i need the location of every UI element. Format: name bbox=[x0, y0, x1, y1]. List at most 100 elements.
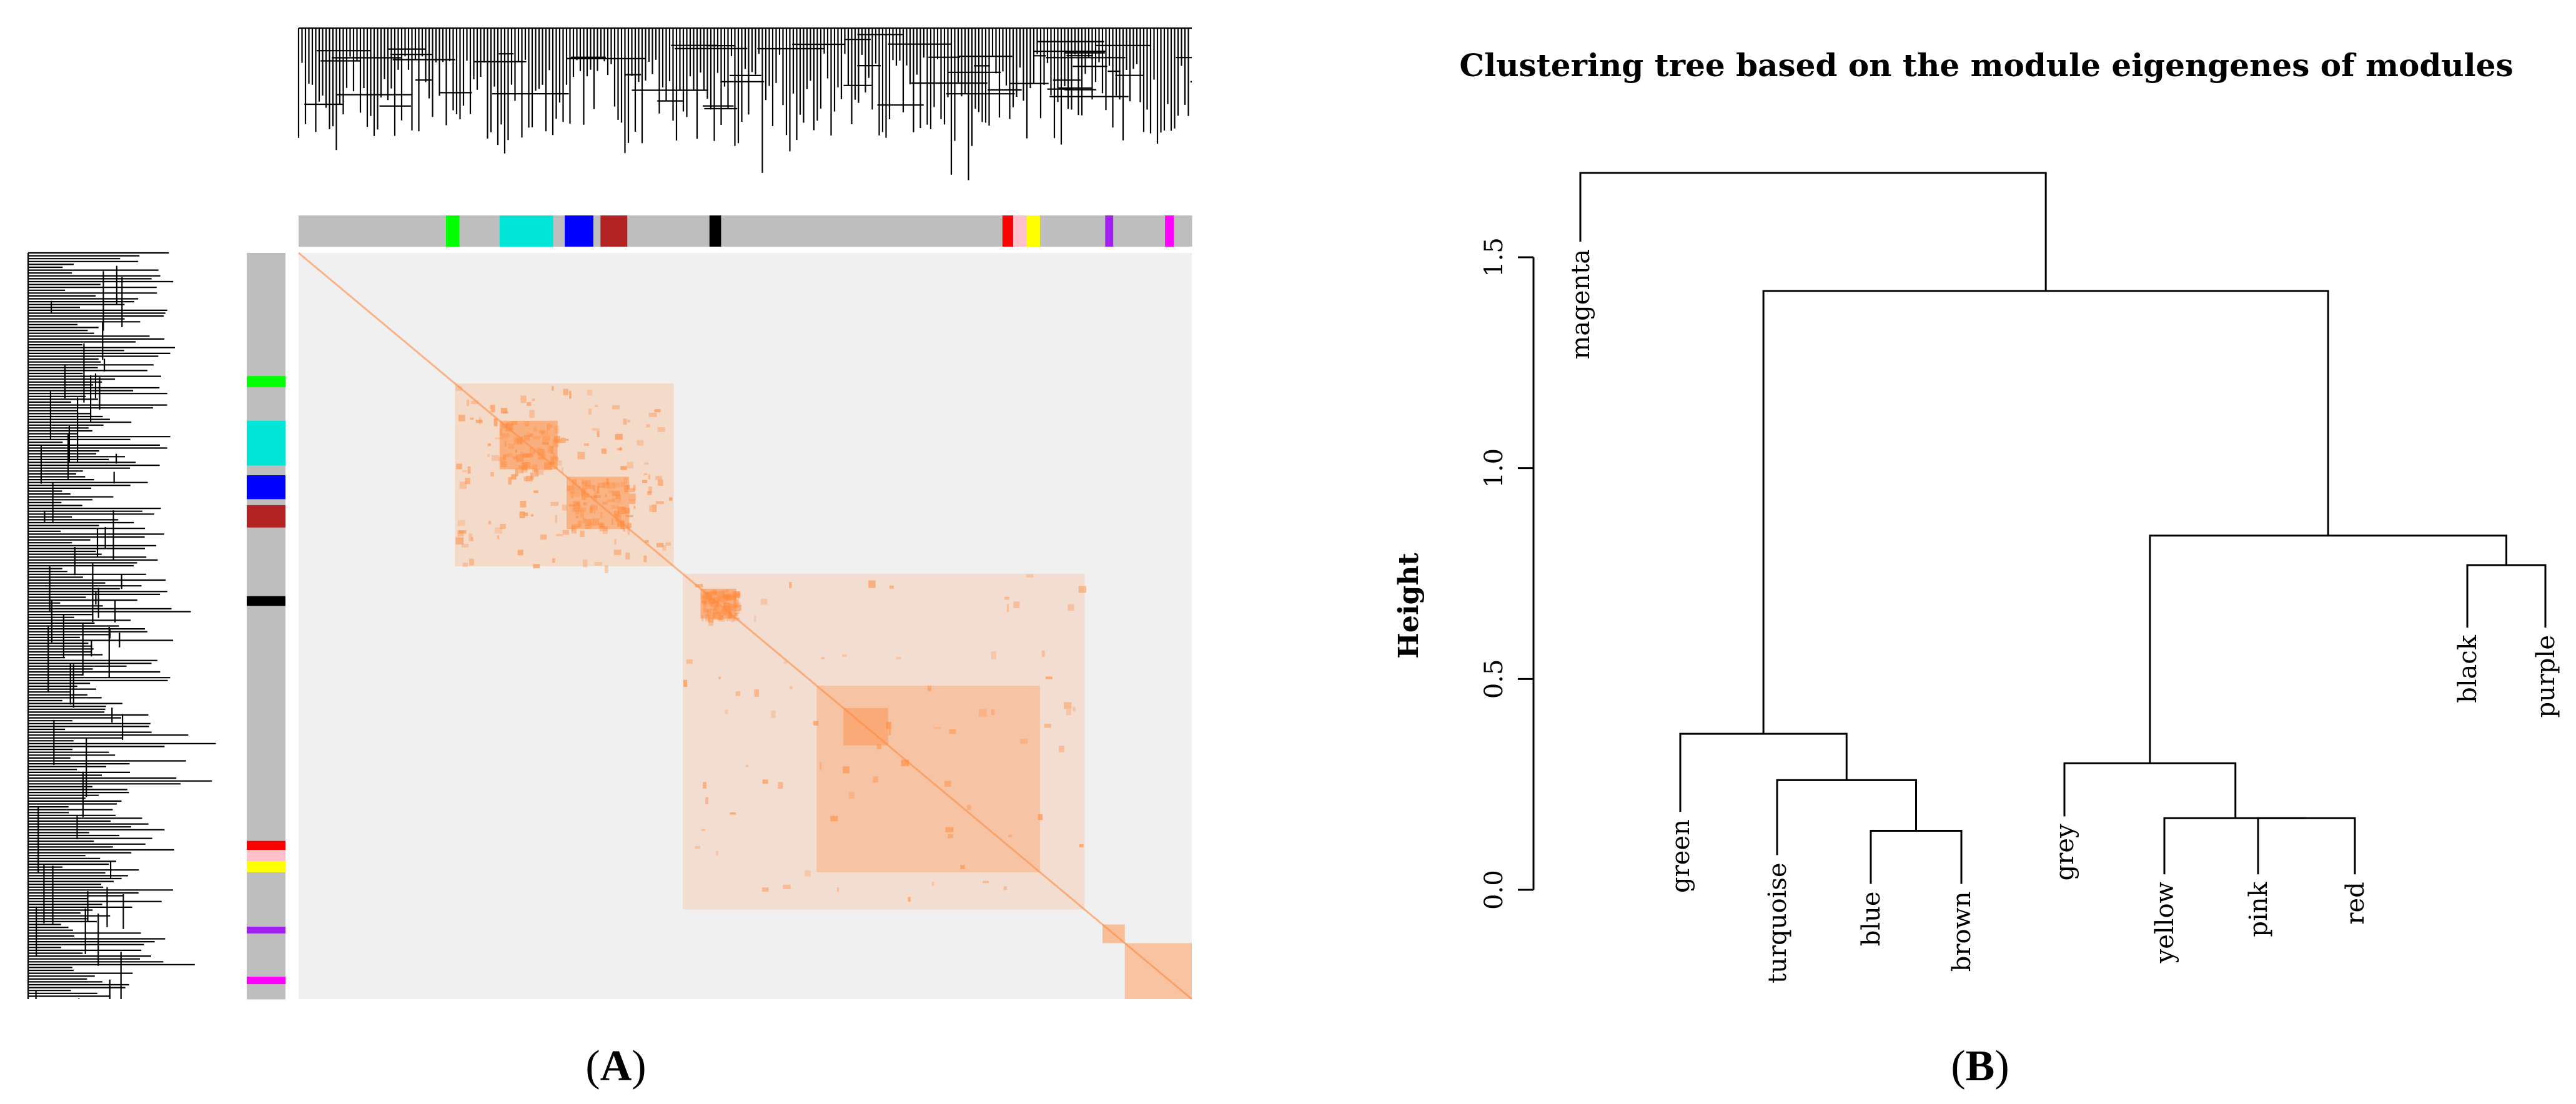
heatmap-speckle bbox=[612, 405, 620, 410]
heatmap-speckle bbox=[725, 709, 728, 714]
heatmap-speckle bbox=[623, 527, 625, 532]
top-bar-grey bbox=[721, 215, 1003, 247]
heatmap-speckle bbox=[513, 456, 518, 460]
heatmap-speckle bbox=[669, 497, 673, 501]
heatmap-speckle bbox=[647, 491, 652, 495]
heatmap-speckle bbox=[711, 601, 718, 608]
heatmap-speckle bbox=[726, 616, 731, 621]
heatmap-speckle bbox=[589, 506, 593, 513]
heatmap-speckle bbox=[456, 463, 462, 470]
heatmap-speckle bbox=[1041, 650, 1045, 657]
heatmap-speckle bbox=[1020, 739, 1028, 744]
heatmap-speckle bbox=[522, 462, 528, 471]
heatmap-speckle bbox=[535, 447, 541, 451]
heatmap-speckle bbox=[707, 598, 715, 601]
heatmap-speckle bbox=[876, 744, 881, 750]
heatmap-speckle bbox=[588, 408, 592, 415]
heatmap-speckle bbox=[495, 437, 503, 440]
heatmap-speckle bbox=[466, 399, 470, 407]
heatmap-speckle bbox=[627, 527, 630, 535]
heatmap-speckle bbox=[550, 446, 553, 455]
heatmap-speckle bbox=[490, 405, 495, 413]
heatmap-speckle bbox=[515, 454, 524, 462]
leaf-label-green: green bbox=[1667, 819, 1695, 893]
heatmap-diagonal bbox=[298, 252, 1192, 1000]
heatmap-speckle bbox=[465, 478, 470, 485]
heatmap-speckle bbox=[708, 599, 715, 604]
heatmap-speckle bbox=[1079, 844, 1084, 847]
heatmap-speckle bbox=[1004, 596, 1009, 600]
heatmap-speckle bbox=[655, 501, 664, 505]
merge-6 bbox=[2466, 564, 2547, 628]
heatmap-speckle bbox=[533, 468, 539, 477]
y-tick-label-0: 0.0 bbox=[1480, 870, 1508, 910]
leaf-label-blue: blue bbox=[1857, 891, 1886, 946]
heatmap-speckle bbox=[526, 475, 533, 481]
top-bar-black bbox=[709, 215, 721, 247]
heatmap-speckle bbox=[552, 386, 554, 391]
merge-9 bbox=[1579, 172, 2047, 292]
heatmap-speckle bbox=[613, 550, 622, 555]
heatmap-speckle bbox=[735, 604, 738, 608]
heatmap-speckle bbox=[790, 686, 793, 689]
heatmap-speckle bbox=[889, 585, 894, 589]
heatmap-speckle bbox=[462, 563, 468, 567]
heatmap-speckle bbox=[498, 456, 505, 461]
heatmap-speckle bbox=[455, 537, 464, 545]
heatmap-speckle bbox=[549, 461, 556, 466]
heatmap-speckle bbox=[587, 485, 594, 489]
heatmap-speckle bbox=[592, 518, 600, 526]
heatmap-speckle bbox=[1078, 586, 1087, 593]
heatmap-speckle bbox=[470, 400, 479, 404]
heatmap-speckle bbox=[590, 505, 598, 510]
heatmap-speckle bbox=[580, 530, 585, 537]
heatmap-speckle bbox=[733, 610, 740, 614]
heatmap-speckle bbox=[547, 423, 550, 431]
heatmap-speckle bbox=[643, 555, 647, 563]
chart-title: Clustering tree based on the module eige… bbox=[1459, 47, 2513, 84]
leaf-label-pink: pink bbox=[2244, 881, 2273, 937]
heatmap-speckle bbox=[585, 519, 592, 526]
top-module-color-bar bbox=[299, 215, 1192, 247]
heatmap-speckle bbox=[701, 600, 707, 604]
heatmap-speckle bbox=[580, 507, 587, 513]
heatmap-speckle bbox=[597, 483, 602, 488]
heatmap-speckle bbox=[821, 657, 825, 659]
heatmap-speckle bbox=[602, 501, 608, 505]
heatmap-speckle bbox=[927, 686, 932, 691]
heatmap-speckle bbox=[716, 850, 718, 856]
heatmap-speckle bbox=[731, 606, 738, 608]
heatmap-speckle bbox=[1026, 574, 1034, 578]
heatmap-speckle bbox=[605, 494, 607, 497]
heatmap-speckle bbox=[820, 762, 822, 770]
heatmap-speckle bbox=[722, 600, 727, 604]
heatmap-speckle bbox=[703, 602, 707, 605]
heatmap-speckle bbox=[932, 882, 934, 886]
heatmap-speckle bbox=[705, 797, 708, 804]
heatmap-speckle bbox=[570, 491, 575, 494]
heatmap-speckle bbox=[617, 448, 623, 451]
heatmap-speckle bbox=[600, 512, 603, 519]
heatmap-speckle bbox=[597, 486, 600, 494]
heatmap-speckle bbox=[600, 522, 603, 528]
heatmap-speckle bbox=[886, 721, 891, 729]
heatmap-speckle bbox=[761, 887, 769, 892]
heatmap-speckle bbox=[503, 411, 509, 414]
heatmap-speckle bbox=[535, 468, 544, 475]
heatmap-speckle bbox=[1045, 676, 1053, 679]
left-bar-grey bbox=[247, 387, 285, 421]
heatmap-speckle bbox=[505, 422, 514, 430]
heatmap-speckle bbox=[723, 605, 730, 612]
heatmap-speckle bbox=[731, 614, 735, 623]
heatmap-speckle bbox=[470, 417, 474, 420]
heatmap-speckle bbox=[656, 543, 664, 548]
heatmap-speckle bbox=[563, 388, 569, 395]
heatmap-speckle bbox=[583, 443, 589, 446]
heatmap-speckle bbox=[501, 408, 508, 414]
heatmap-speckle bbox=[509, 428, 512, 432]
heatmap-speckle bbox=[578, 520, 582, 527]
heatmap-speckle bbox=[713, 597, 716, 600]
heatmap-speckle bbox=[620, 482, 626, 487]
left-bar-pink bbox=[247, 850, 285, 862]
heatmap-speckle bbox=[507, 453, 513, 457]
